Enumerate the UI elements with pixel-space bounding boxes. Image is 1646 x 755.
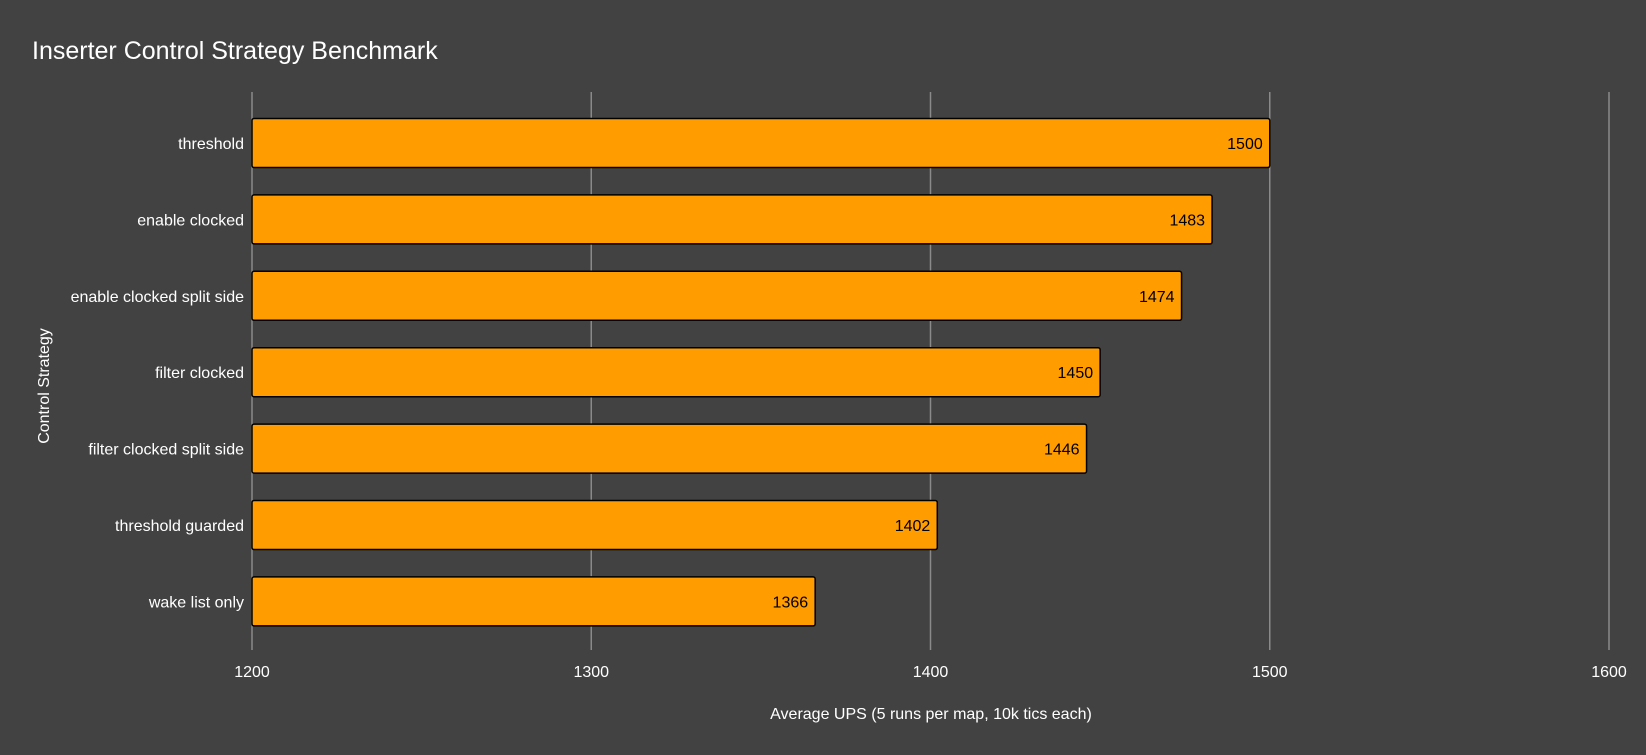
bar-value-label: 1446 <box>1044 442 1080 459</box>
y-axis-title: Control Strategy <box>36 328 53 444</box>
bar <box>251 194 1213 245</box>
bar-value-label: 1474 <box>1139 289 1175 306</box>
bar-value-label: 1483 <box>1169 212 1205 229</box>
category-label: threshold guarded <box>115 518 244 535</box>
category-label: filter clocked split side <box>88 442 244 459</box>
category-label: wake list only <box>148 594 244 611</box>
bar-value-label: 1500 <box>1227 136 1263 153</box>
x-tick-label: 1200 <box>234 664 270 681</box>
bar <box>251 346 1101 398</box>
category-label: filter clocked <box>155 365 244 382</box>
chart-title: Inserter Control Strategy Benchmark <box>32 37 438 65</box>
x-axis-title: Average UPS (5 runs per map, 10k tics ea… <box>770 706 1092 723</box>
category-labels: threshold enable clocked enable clocked sp… <box>71 136 245 611</box>
bar-value-label: 1402 <box>895 518 931 535</box>
category-label: enable clocked split side <box>71 289 245 306</box>
bar <box>251 117 1271 169</box>
x-tick-labels: 1200 1300 1400 1500 1600 <box>234 664 1627 681</box>
category-label: threshold <box>178 136 244 153</box>
x-tick-label: 1600 <box>1591 664 1627 681</box>
bar-value-label: 1366 <box>773 594 809 611</box>
category-label: enable clocked <box>137 212 244 229</box>
bar <box>251 423 1088 474</box>
bar <box>251 499 939 551</box>
bar <box>251 270 1183 322</box>
bar <box>251 576 816 627</box>
x-tick-label: 1500 <box>1252 664 1288 681</box>
x-tick-label: 1300 <box>573 664 609 681</box>
bar-value-label: 1450 <box>1058 365 1094 382</box>
x-tick-label: 1400 <box>913 664 949 681</box>
bars: 1500 1483 1474 1450 1446 1402 1366 <box>251 117 1271 627</box>
